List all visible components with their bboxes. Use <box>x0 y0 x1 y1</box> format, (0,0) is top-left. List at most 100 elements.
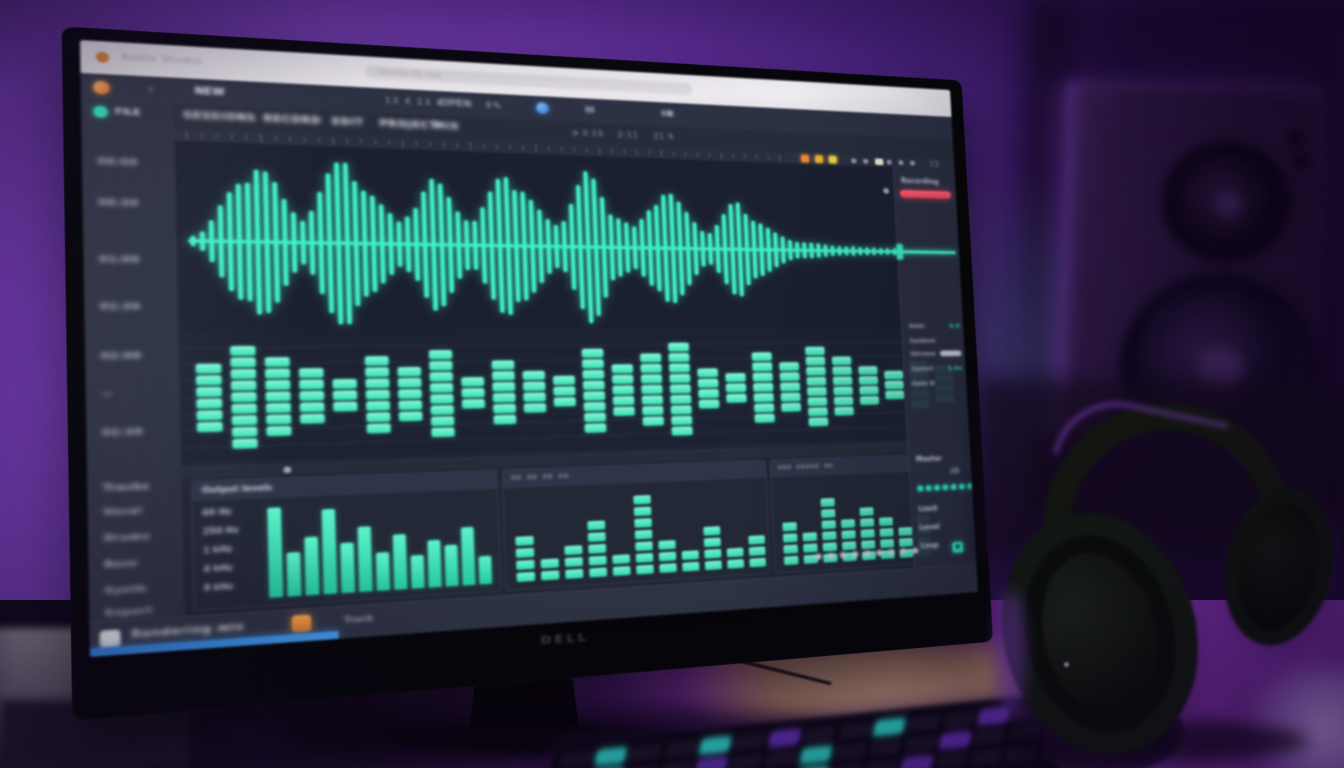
ruler-tick <box>429 141 431 147</box>
gain-label: Gain <box>908 322 925 330</box>
app-window-icon[interactable] <box>99 629 121 649</box>
color-swatch-icon[interactable] <box>814 155 824 163</box>
keyboard-key[interactable] <box>629 743 662 762</box>
level-bar <box>286 551 302 597</box>
keyboard-key[interactable] <box>901 755 933 768</box>
keyboard-key[interactable] <box>661 760 693 768</box>
mixer-row-stream[interactable]: Stream <box>910 350 962 359</box>
keyboard-key[interactable] <box>866 759 898 768</box>
toolbar-button-new[interactable]: NEW <box>194 86 225 99</box>
toolbar-chip-2[interactable]: ▮■ <box>660 109 674 119</box>
tool-icon[interactable] <box>851 158 857 164</box>
meter-segment <box>703 525 721 536</box>
record-button[interactable] <box>92 80 110 95</box>
status-dot-icon[interactable] <box>912 547 919 554</box>
keyboard-key[interactable] <box>595 747 627 766</box>
limit-pill[interactable]: Limit <box>918 504 938 514</box>
ruler-tick <box>708 152 711 158</box>
record-caret[interactable]: v <box>147 84 154 94</box>
export-button[interactable] <box>291 614 312 633</box>
meter-grid-2-digits: 000 00000 00 <box>777 462 834 472</box>
keyboard-key[interactable] <box>730 753 763 768</box>
export-pill[interactable]: Export <box>105 605 154 620</box>
keyboard-key[interactable] <box>831 763 863 768</box>
tool-icon[interactable] <box>909 160 916 166</box>
menu-item-sessions[interactable]: SESSIONS <box>183 110 257 124</box>
mixer-row-gain[interactable]: Gain 0.0 <box>909 322 961 330</box>
keyboard-key[interactable] <box>560 751 592 768</box>
keyboard-key[interactable] <box>664 740 697 758</box>
master-pill[interactable]: Master <box>915 454 943 464</box>
menu-item-edit[interactable]: EDIT <box>331 116 365 129</box>
eq-segment <box>806 366 826 376</box>
menu-item-project[interactable]: PROJECT <box>379 118 438 132</box>
eq-segment <box>196 410 223 421</box>
keyboard-key[interactable] <box>769 729 801 747</box>
mixer-row-speed[interactable]: Speed 1.0x <box>911 364 963 373</box>
eq-segment <box>885 390 905 399</box>
mixer-row-system[interactable]: System <box>909 337 961 346</box>
tool-icon[interactable] <box>874 158 884 166</box>
meter-segment <box>587 531 606 543</box>
ruler-tick <box>623 149 626 154</box>
status-dot-icon[interactable] <box>815 553 822 560</box>
keyboard-key[interactable] <box>695 757 728 768</box>
toolbar-button-open[interactable]: OPEN <box>439 98 472 110</box>
time-label: 00:00 <box>97 157 139 169</box>
headphones <box>977 380 1344 768</box>
download-icon[interactable]: v <box>952 541 964 553</box>
level-pill[interactable]: Level <box>919 522 940 532</box>
loop-pill[interactable]: Loop <box>920 541 939 550</box>
tool-icon[interactable] <box>886 159 892 165</box>
keyboard-key[interactable] <box>908 714 940 733</box>
waveform-panel[interactable] <box>174 140 964 332</box>
eq-segment <box>833 386 853 395</box>
eq-segment <box>365 367 390 377</box>
meter-segment <box>658 551 677 562</box>
track-item[interactable]: Bass <box>104 558 139 571</box>
menu-item-record[interactable]: RECORD <box>263 113 322 127</box>
sync-icon[interactable] <box>535 102 550 115</box>
keyboard-key[interactable] <box>626 764 658 768</box>
keyboard-key[interactable] <box>904 735 937 753</box>
track-item[interactable]: Synth <box>104 584 148 597</box>
keyboard-key[interactable] <box>869 738 902 757</box>
clip-marker-bar[interactable] <box>899 190 952 199</box>
eq-segment <box>300 413 325 424</box>
sidebar-file-label[interactable]: FILE <box>114 107 141 119</box>
keyboard-key[interactable] <box>873 718 905 736</box>
eq-segment <box>398 389 422 399</box>
keyboard-key[interactable] <box>835 742 867 760</box>
keyboard-key[interactable] <box>803 725 836 744</box>
ruler-tick <box>697 152 699 157</box>
status-dot-icon[interactable] <box>864 550 871 557</box>
color-swatch-icon[interactable] <box>828 155 837 164</box>
keyboard-key[interactable] <box>943 711 975 729</box>
color-swatch-icon[interactable] <box>800 154 810 163</box>
panel-collapse-icon[interactable] <box>883 187 890 194</box>
keyboard-key[interactable] <box>800 746 832 764</box>
status-dot-icon[interactable] <box>900 548 907 555</box>
meter-segment <box>682 561 700 572</box>
keyboard-key[interactable] <box>734 732 766 751</box>
keyboard-key[interactable] <box>765 749 797 768</box>
status-dot-icon[interactable] <box>876 549 883 557</box>
meter-segment <box>565 568 584 580</box>
keyboard-key[interactable] <box>699 736 731 755</box>
eq-segment <box>584 412 606 422</box>
track-item[interactable]: Vocal <box>103 506 143 518</box>
divider-handle-icon[interactable] <box>283 466 292 474</box>
keyboard-key[interactable] <box>838 722 871 740</box>
mixer-row-gain-b[interactable]: Gain B <box>912 379 964 388</box>
tool-icon[interactable] <box>862 158 869 164</box>
status-dot-icon[interactable] <box>888 548 895 556</box>
status-dot-icon[interactable] <box>839 551 847 559</box>
status-dot-icon[interactable] <box>852 551 859 558</box>
keyboard-key[interactable] <box>939 731 971 749</box>
keyboard-key[interactable] <box>935 752 968 768</box>
toolbar-chip-1[interactable]: ▮▮ <box>584 105 595 115</box>
status-dot-icon[interactable] <box>827 552 834 560</box>
menu-item-mix[interactable]: MIX <box>434 121 460 133</box>
track-item[interactable]: Drums <box>104 531 151 545</box>
tool-icon[interactable] <box>898 160 904 166</box>
